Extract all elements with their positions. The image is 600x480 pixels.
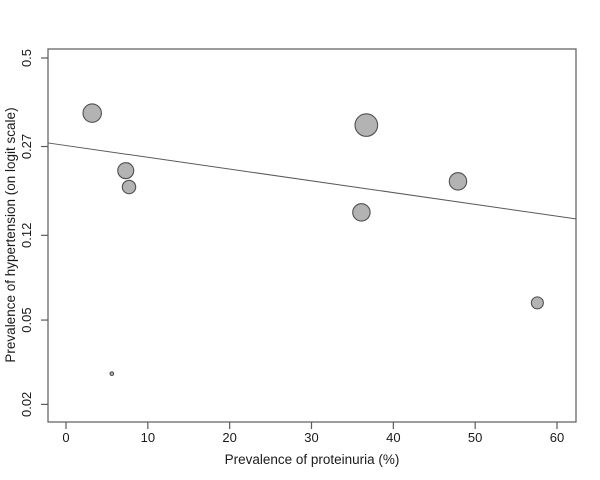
bubble-point [354, 113, 379, 137]
bubble-point [117, 162, 135, 180]
bubble-point [530, 296, 544, 310]
x-tick-label: 20 [222, 430, 236, 445]
y-tick-label: 0.05 [19, 307, 34, 332]
bubble-point [109, 371, 115, 377]
x-tick-label: 0 [62, 430, 69, 445]
y-tick-label: 0.02 [19, 392, 34, 417]
x-tick-label: 60 [550, 430, 564, 445]
regression-line [47, 142, 576, 220]
plot-area-border [47, 48, 577, 423]
x-tick-label: 30 [304, 430, 318, 445]
x-tick-label: 10 [141, 430, 155, 445]
bubble-point [352, 203, 371, 222]
x-axis-label: Prevalence of proteinuria (%) [225, 452, 400, 467]
x-tick-label: 50 [468, 430, 482, 445]
y-tick-label: 0.12 [19, 223, 34, 248]
y-axis: 0.5 0.27 0.12 0.05 0.02 [19, 49, 48, 417]
y-tick-label: 0.27 [19, 134, 34, 159]
x-axis: 0 10 20 30 40 50 60 [62, 422, 564, 445]
bubble-point [82, 103, 102, 123]
y-axis-label: Prevalence of hypertension (on logit sca… [3, 107, 18, 362]
data-points [82, 103, 544, 377]
x-tick-label: 40 [386, 430, 400, 445]
bubble-point [448, 172, 468, 191]
y-tick-label: 0.5 [19, 49, 34, 67]
bubble-point [121, 179, 137, 195]
